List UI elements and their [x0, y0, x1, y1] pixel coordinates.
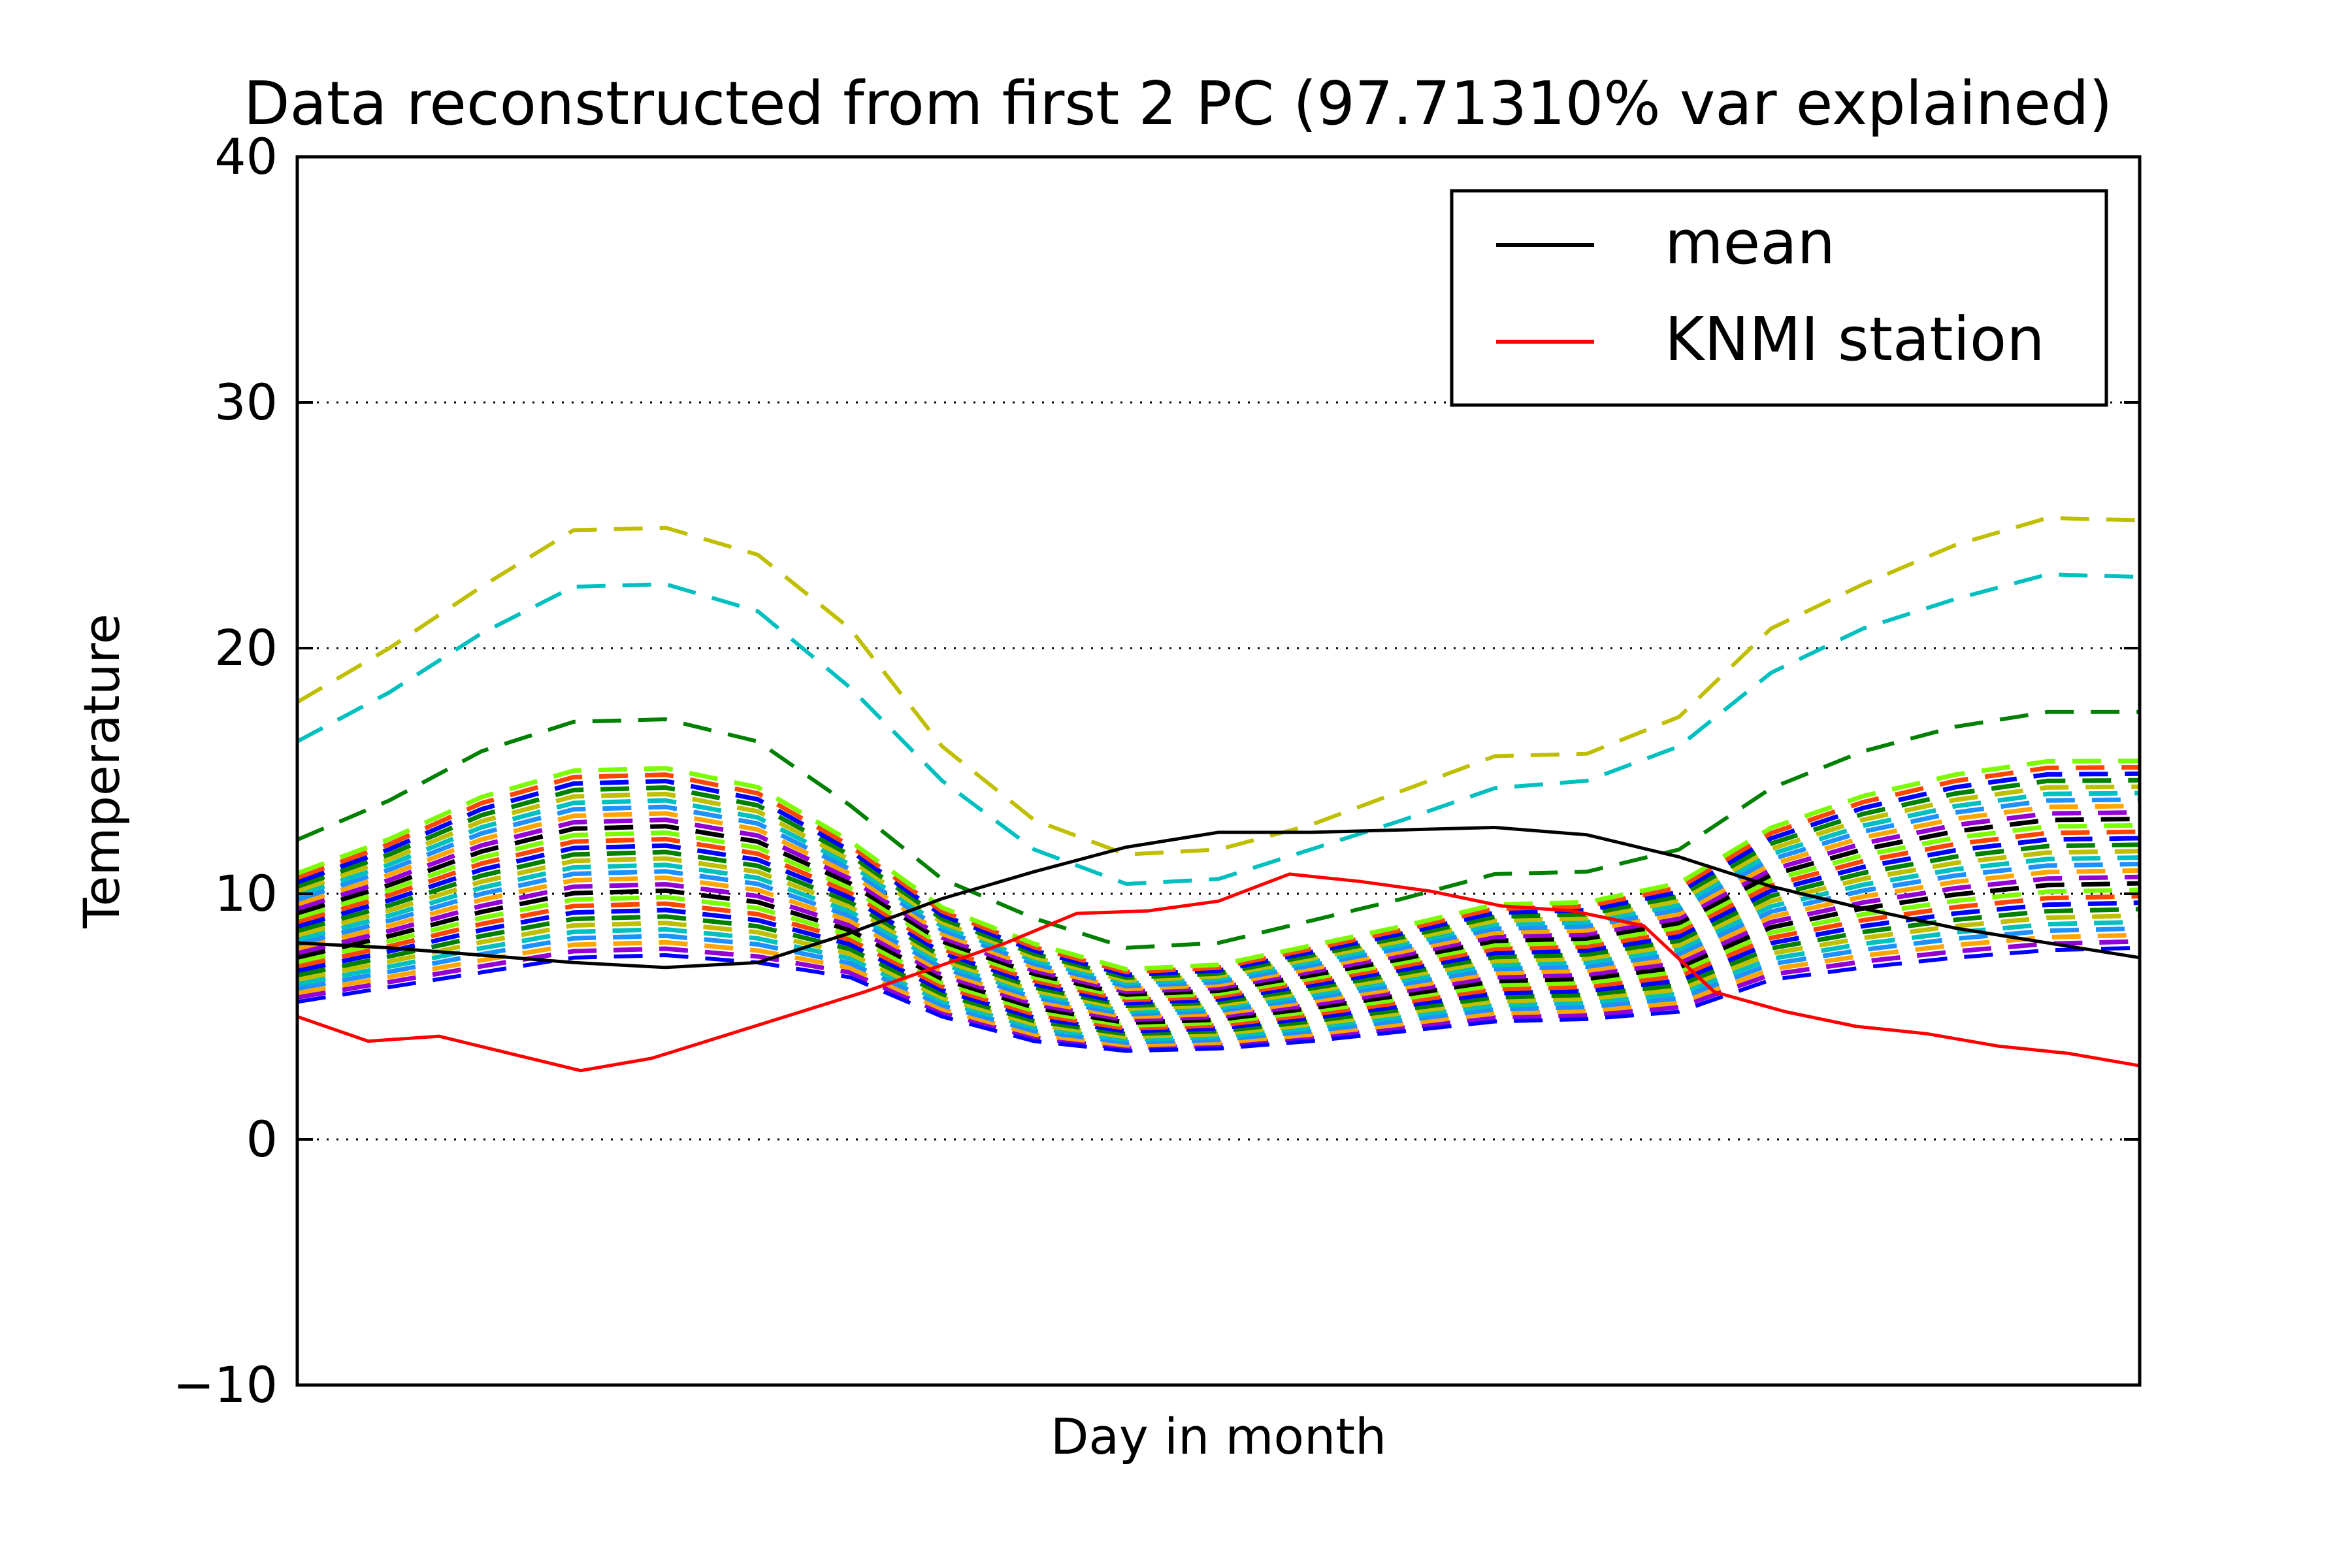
y-tick-label: −10	[173, 1356, 278, 1414]
reconstruction-line	[296, 784, 2140, 983]
reconstruction-line	[296, 823, 2140, 1000]
plot-frame	[295, 155, 2142, 1387]
y-axis-label: Temperature	[73, 613, 131, 928]
y-tick-label: 10	[214, 864, 278, 923]
reconstruction-line	[296, 804, 2140, 992]
reconstruction-line	[296, 771, 2140, 977]
reconstruction-line	[296, 797, 2140, 988]
reconstruction-line	[296, 777, 2140, 980]
chart-title: Data reconstructed from first 2 PC (97.7…	[244, 69, 2113, 139]
legend-label-knmi-station: KNMI station	[1665, 304, 2045, 374]
pc-reconstruction-band	[296, 759, 2140, 1051]
x-axis-label: Day in month	[1051, 1407, 1386, 1465]
dashed-line-green	[296, 710, 2140, 950]
reconstruction-line	[297, 874, 2140, 1022]
reconstruction-line	[296, 816, 2140, 997]
reconstruction-line	[296, 791, 2140, 986]
reconstruction-line	[296, 759, 2140, 972]
reconstruction-line	[297, 894, 2140, 1031]
reconstruction-line	[297, 900, 2140, 1034]
upper-dashed-line-cyan	[296, 572, 2140, 886]
legend-box	[1450, 189, 2108, 407]
reconstruction-line	[297, 829, 2140, 1003]
reconstruction-line	[297, 842, 2140, 1009]
reconstruction-line	[297, 887, 2140, 1028]
reconstruction-line	[297, 881, 2140, 1026]
reconstruction-line	[296, 810, 2140, 994]
y-axis-ticks: −10 0 10 20 30 40	[173, 127, 2140, 1414]
reconstruction-line	[297, 939, 2140, 1051]
dashed-line-blue	[297, 945, 2140, 1053]
series-lines	[296, 515, 2140, 1073]
reconstruction-line	[297, 913, 2140, 1039]
y-tick-label: 30	[214, 373, 278, 431]
reconstruction-line	[297, 932, 2140, 1048]
reconstruction-line	[296, 765, 2140, 975]
reconstruction-line	[297, 919, 2140, 1042]
legend-label-mean: mean	[1665, 208, 1835, 278]
mean-line	[297, 826, 2140, 970]
y-tick-label: 40	[214, 127, 278, 186]
reconstruction-line	[297, 907, 2140, 1037]
legend: mean KNMI station	[1450, 189, 2108, 407]
reconstruction-line	[297, 836, 2140, 1005]
reconstruction-line	[297, 868, 2140, 1020]
reconstruction-line	[297, 926, 2140, 1045]
knmi-station-line	[297, 872, 2140, 1073]
y-tick-label: 0	[246, 1110, 278, 1168]
grid-lines	[297, 401, 2140, 1141]
y-tick-label: 20	[214, 619, 278, 677]
